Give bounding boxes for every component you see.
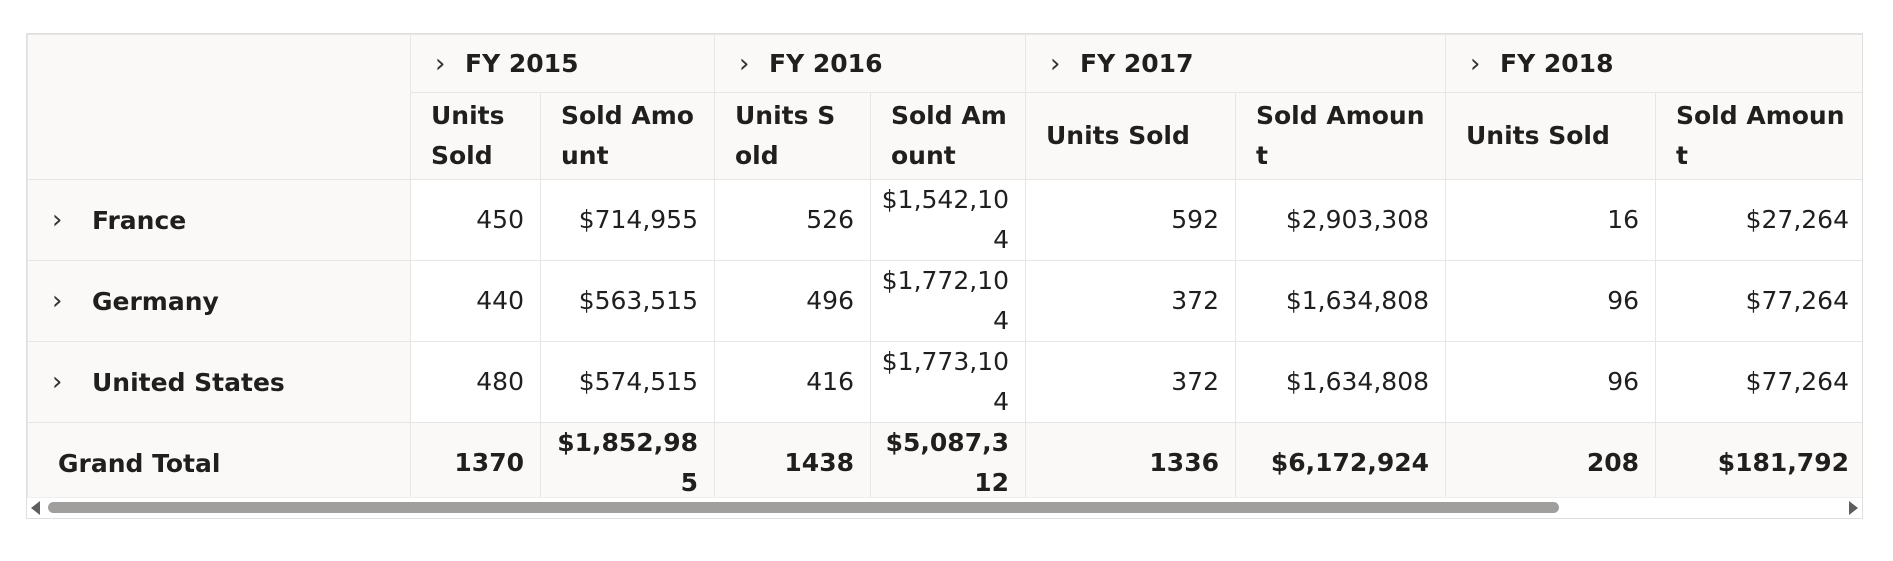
chevron-right-icon[interactable]: › bbox=[52, 205, 63, 235]
cell-value: 496 bbox=[714, 260, 871, 342]
horizontal-scrollbar[interactable] bbox=[27, 497, 1862, 518]
row-label: Germany bbox=[92, 286, 219, 316]
cell-value: 372 bbox=[1025, 260, 1236, 342]
cell-value: $1,634,808 bbox=[1235, 260, 1446, 342]
table-row-germany: › Germany 440 $563,515 496 $1,772,104 37… bbox=[27, 260, 1862, 342]
cell-value: $563,515 bbox=[540, 260, 715, 342]
row-header-france[interactable]: › France bbox=[27, 179, 411, 261]
column-header-fy2018[interactable]: › FY 2018 bbox=[1445, 34, 1862, 93]
chevron-right-icon[interactable]: › bbox=[435, 48, 446, 79]
cell-value: 96 bbox=[1445, 341, 1656, 423]
cell-value: 526 bbox=[714, 179, 871, 261]
row-label: United States bbox=[92, 367, 285, 397]
measure-header-units-sold: Units Sold bbox=[1025, 92, 1236, 180]
measure-header-units-sold: Units Sold bbox=[410, 92, 541, 180]
arrow-left-icon[interactable] bbox=[31, 501, 40, 515]
cell-value: 16 bbox=[1445, 179, 1656, 261]
row-header-germany[interactable]: › Germany bbox=[27, 260, 411, 342]
year-label: FY 2018 bbox=[1500, 49, 1614, 78]
cell-value: $77,264 bbox=[1655, 260, 1862, 342]
chevron-right-icon[interactable]: › bbox=[739, 48, 750, 79]
total-value: $1,852,985 bbox=[540, 422, 715, 504]
total-value: 1370 bbox=[410, 422, 541, 504]
cell-value: $27,264 bbox=[1655, 179, 1862, 261]
table-row-grand-total: Grand Total 1370 $1,852,985 1438 $5,087,… bbox=[27, 422, 1862, 504]
total-value: 208 bbox=[1445, 422, 1656, 504]
cell-value: $1,634,808 bbox=[1235, 341, 1446, 423]
cell-value: $1,772,104 bbox=[870, 260, 1026, 342]
chevron-right-icon[interactable]: › bbox=[1470, 48, 1481, 79]
cell-value: 372 bbox=[1025, 341, 1236, 423]
row-label: France bbox=[92, 205, 187, 235]
year-label: FY 2016 bbox=[769, 49, 883, 78]
scrollbar-thumb[interactable] bbox=[48, 502, 1559, 513]
row-header-united-states[interactable]: › United States bbox=[27, 341, 411, 423]
year-label: FY 2017 bbox=[1080, 49, 1194, 78]
measure-header-units-sold: Units Sold bbox=[1445, 92, 1656, 180]
cell-value: $2,903,308 bbox=[1235, 179, 1446, 261]
cell-value: $714,955 bbox=[540, 179, 715, 261]
pivot-table: › FY 2015 › FY 2016 › FY 2017 bbox=[26, 33, 1863, 519]
column-header-fy2016[interactable]: › FY 2016 bbox=[714, 34, 1026, 93]
table-row-united-states: › United States 480 $574,515 416 $1,773,… bbox=[27, 341, 1862, 423]
year-label: FY 2015 bbox=[465, 49, 579, 78]
measure-header-sold-amount: Sold Amount bbox=[1655, 92, 1862, 180]
arrow-right-icon[interactable] bbox=[1849, 501, 1858, 515]
chevron-right-icon[interactable]: › bbox=[52, 286, 63, 316]
row-header-grand-total: Grand Total bbox=[27, 422, 411, 504]
total-value: $181,792 bbox=[1655, 422, 1862, 504]
column-header-fy2017[interactable]: › FY 2017 bbox=[1025, 34, 1446, 93]
pivot-grid: › FY 2015 › FY 2016 › FY 2017 bbox=[27, 34, 1862, 504]
measure-header-sold-amount: Sold Amount bbox=[1235, 92, 1446, 180]
cell-value: 96 bbox=[1445, 260, 1656, 342]
cell-value: $1,542,104 bbox=[870, 179, 1026, 261]
measure-header-sold-amount: Sold Amount bbox=[540, 92, 715, 180]
column-header-fy2015[interactable]: › FY 2015 bbox=[410, 34, 715, 93]
table-row-france: › France 450 $714,955 526 $1,542,104 592… bbox=[27, 179, 1862, 261]
total-value: 1336 bbox=[1025, 422, 1236, 504]
cell-value: $77,264 bbox=[1655, 341, 1862, 423]
measure-header-units-sold: Units Sold bbox=[714, 92, 871, 180]
cell-value: 450 bbox=[410, 179, 541, 261]
total-value: $6,172,924 bbox=[1235, 422, 1446, 504]
cell-value: 416 bbox=[714, 341, 871, 423]
chevron-right-icon[interactable]: › bbox=[52, 367, 63, 397]
total-value: $5,087,312 bbox=[870, 422, 1026, 504]
total-value: 1438 bbox=[714, 422, 871, 504]
cell-value: 440 bbox=[410, 260, 541, 342]
measure-header-sold-amount: Sold Amount bbox=[870, 92, 1026, 180]
chevron-right-icon[interactable]: › bbox=[1050, 48, 1061, 79]
cell-value: $1,773,104 bbox=[870, 341, 1026, 423]
corner-header bbox=[27, 34, 411, 180]
cell-value: $574,515 bbox=[540, 341, 715, 423]
cell-value: 480 bbox=[410, 341, 541, 423]
cell-value: 592 bbox=[1025, 179, 1236, 261]
